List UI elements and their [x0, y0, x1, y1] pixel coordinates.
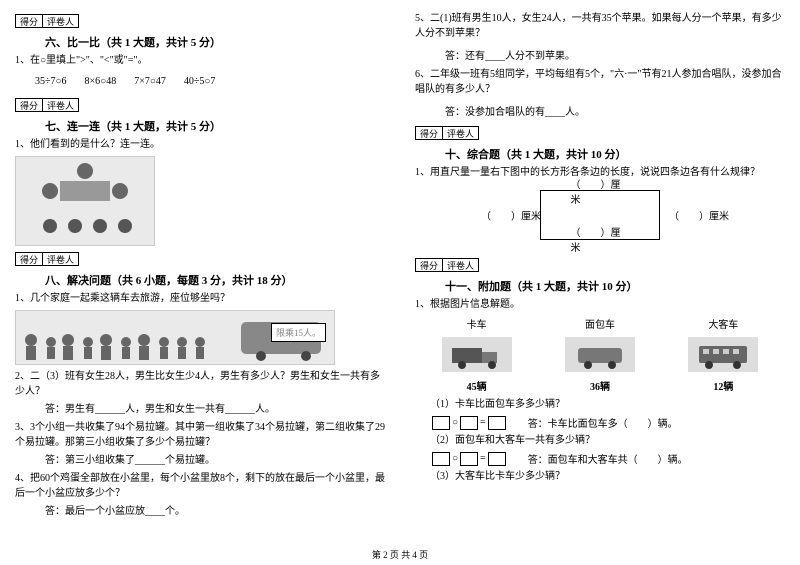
section-11-title: 十一、附加题（共 1 大题，共计 10 分） [445, 278, 785, 294]
calc-box[interactable] [460, 416, 478, 430]
q8-4: 4、把60个鸡蛋全部放在小盆里，每个小盆里放8个，剩下的放在最后一个小盆里，最后… [15, 471, 385, 501]
q6-1: 1、在○里填上">"、"<"或"="。 [15, 53, 385, 68]
score-box: 得分 评卷人 [415, 126, 479, 140]
score-label: 得分 [415, 258, 443, 272]
calc-box[interactable] [432, 452, 450, 466]
calc-row-2[interactable]: ○ = 答：面包车和大客车共（ ）辆。 [430, 451, 785, 466]
bus-name: 大客车 [683, 316, 763, 331]
q11-sub2: （2）面包车和大客车一共有多少辆？ [430, 433, 785, 448]
score-label: 得分 [15, 252, 43, 266]
rect-right-label[interactable]: （ ）厘米 [669, 208, 729, 223]
score-box: 得分 评卷人 [415, 258, 479, 272]
right-column: 5、二(1)班有男生10人，女生24人，一共有35个苹果。如果每人分一个苹果，有… [400, 0, 800, 565]
van-count: 36辆 [560, 378, 640, 393]
bus-image: 限乘15人。 [15, 310, 335, 365]
section-8-title: 八、解决问题（共 6 小题，每题 3 分，共计 18 分） [45, 272, 385, 288]
q8-3-answer[interactable]: 答：第三小组收集了______个易拉罐。 [45, 453, 385, 468]
calc-row-1[interactable]: ○ = 答：卡车比面包车多（ ）辆。 [430, 415, 785, 430]
bus-icon [688, 337, 758, 372]
op-circle[interactable]: ○ [452, 417, 458, 428]
q11-1: 1、根据图片信息解题。 [415, 297, 785, 312]
q8-3: 3、3个小组一共收集了94个易拉罐。其中第一组收集了34个易拉罐，第二组收集了2… [15, 420, 385, 450]
left-column: 得分 评卷人 六、比一比（共 1 大题，共计 5 分） 1、在○里填上">"、"… [0, 0, 400, 565]
section-10-title: 十、综合题（共 1 大题，共计 10 分） [445, 146, 785, 162]
calc-box[interactable] [432, 416, 450, 430]
sub1-answer[interactable]: 答：卡车比面包车多（ ）辆。 [528, 415, 678, 430]
truck-icon [442, 337, 512, 372]
grader-label: 评卷人 [443, 126, 479, 140]
score-label: 得分 [415, 126, 443, 140]
eq4[interactable]: 40÷5○7 [184, 74, 216, 89]
q8-5: 5、二(1)班有男生10人，女生24人，一共有35个苹果。如果每人分一个苹果，有… [415, 11, 785, 41]
score-box: 得分 评卷人 [15, 98, 79, 112]
q8-1: 1、几个家庭一起乘这辆车去旅游，座位够坐吗？ [15, 291, 385, 306]
rect-box: （ ）厘米 （ ）厘米 （ ）厘米 （ ）厘米 [540, 190, 660, 240]
grader-label: 评卷人 [43, 14, 79, 28]
q8-4-answer[interactable]: 答：最后一个小盆应放____个。 [45, 504, 385, 519]
grader-label: 评卷人 [443, 258, 479, 272]
grader-label: 评卷人 [43, 98, 79, 112]
truck-name: 卡车 [437, 316, 517, 331]
q8-5-answer[interactable]: 答：还有____人分不到苹果。 [445, 49, 785, 64]
q8-6: 6、二年级一班有5组同学，平均每组有5个，"六·一"节有21人参加合唱队，没参加… [415, 67, 785, 97]
calc-box[interactable] [460, 452, 478, 466]
eq1[interactable]: 35÷7○6 [35, 74, 67, 89]
score-label: 得分 [15, 14, 43, 28]
eq3[interactable]: 7×7○47 [134, 74, 166, 89]
rectangle-figure: （ ）厘米 （ ）厘米 （ ）厘米 （ ）厘米 [415, 190, 785, 240]
connect-image [15, 156, 155, 246]
op-circle[interactable]: ○ [452, 453, 458, 464]
bus-capacity: 限乘15人。 [271, 323, 326, 342]
van-icon [565, 337, 635, 372]
calc-box[interactable] [488, 416, 506, 430]
truck-count: 45辆 [437, 378, 517, 393]
section-7-header: 得分 评卷人 [15, 98, 385, 114]
score-box: 得分 评卷人 [15, 252, 79, 266]
people-table-icon [20, 161, 150, 241]
op-equals: = [480, 453, 486, 464]
score-box: 得分 评卷人 [15, 14, 79, 28]
score-label: 得分 [15, 98, 43, 112]
vehicle-counts: 45辆 36辆 12辆 [415, 378, 785, 393]
grader-label: 评卷人 [43, 252, 79, 266]
section-6-title: 六、比一比（共 1 大题，共计 5 分） [45, 34, 385, 50]
page-footer: 第 2 页 共 4 页 [372, 548, 428, 561]
q7-1: 1、他们看到的是什么？连一连。 [15, 137, 385, 152]
van-name: 面包车 [560, 316, 640, 331]
section-11-header: 得分 评卷人 [415, 258, 785, 274]
q11-sub3: （3）大客车比卡车少多少辆？ [430, 469, 785, 484]
q8-2-answer[interactable]: 答：男生有______人，男生和女生一共有______人。 [45, 402, 385, 417]
section-7-title: 七、连一连（共 1 大题，共计 5 分） [45, 118, 385, 134]
bus-count: 12辆 [683, 378, 763, 393]
q6-equations: 35÷7○6 8×6○48 7×7○47 40÷5○7 [35, 74, 215, 89]
rect-top-label[interactable]: （ ）厘米 [571, 176, 630, 206]
vehicle-names: 卡车 面包车 大客车 [415, 316, 785, 331]
q8-6-answer[interactable]: 答：没参加合唱队的有____人。 [445, 105, 785, 120]
rect-bottom-label[interactable]: （ ）厘米 [571, 224, 630, 254]
q11-sub1: （1）卡车比面包车多多少辆？ [430, 397, 785, 412]
section-10-header: 得分 评卷人 [415, 126, 785, 142]
sub2-answer[interactable]: 答：面包车和大客车共（ ）辆。 [528, 451, 688, 466]
section-8-header: 得分 评卷人 [15, 252, 385, 268]
rect-left-label[interactable]: （ ）厘米 [481, 208, 541, 223]
calc-box[interactable] [488, 452, 506, 466]
eq2[interactable]: 8×6○48 [85, 74, 117, 89]
vehicle-images [415, 335, 785, 374]
op-equals: = [480, 417, 486, 428]
section-6-header: 得分 评卷人 [15, 14, 385, 30]
q8-2: 2、二（3）班有女生28人，男生比女生少4人，男生有多少人？男生和女生一共有多少… [15, 369, 385, 399]
